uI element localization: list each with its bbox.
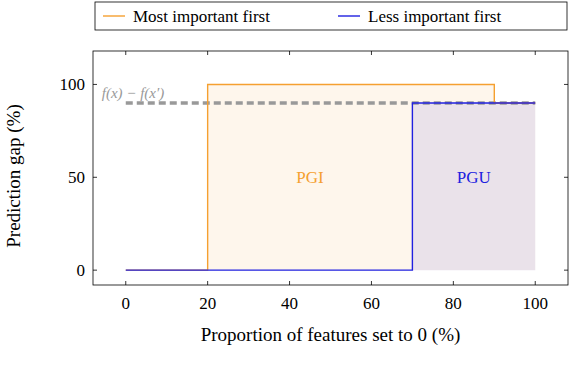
x-tick — [535, 51, 536, 55]
legend: Most important first Less important first — [95, 2, 567, 30]
x-tick — [289, 281, 290, 285]
plot-area — [126, 84, 535, 270]
chart: 0 20 40 60 80 100 0 50 100 Proportion of features… — [0, 0, 578, 384]
y-tick — [564, 84, 568, 85]
y-tick-label: 100 — [60, 75, 86, 94]
y-axis-label: Prediction gap (%) — [3, 104, 25, 248]
legend-label: Most important first — [133, 7, 270, 26]
y-tick-label: 0 — [77, 261, 86, 280]
y-tick — [564, 177, 568, 178]
series-line — [126, 103, 535, 270]
plot-frame — [93, 51, 568, 285]
x-tick-label: 0 — [122, 294, 131, 313]
x-tick — [453, 51, 454, 55]
y-tick — [93, 177, 97, 178]
x-tick — [371, 51, 372, 55]
x-tick-label: 40 — [281, 294, 298, 313]
series-area — [126, 84, 535, 270]
x-tick-label: 60 — [363, 294, 380, 313]
x-tick-label: 100 — [522, 294, 548, 313]
x-tick — [535, 281, 536, 285]
x-tick — [289, 51, 290, 55]
reference-label: f(x) − f(x′) — [102, 85, 165, 102]
series-line — [126, 84, 535, 270]
y-tick-label: 50 — [68, 168, 85, 187]
y-tick — [93, 270, 97, 271]
annotation: PGU — [457, 168, 491, 187]
x-tick-label: 80 — [445, 294, 462, 313]
x-axis-label: Proportion of features set to 0 (%) — [201, 324, 461, 346]
x-tick — [207, 51, 208, 55]
legend-box — [95, 2, 567, 30]
x-tick-label: 20 — [199, 294, 216, 313]
annotation: PGI — [296, 168, 324, 187]
y-tick — [564, 270, 568, 271]
legend-swatch — [103, 15, 125, 16]
x-tick — [125, 51, 126, 55]
x-tick — [125, 281, 126, 285]
series-area — [126, 103, 535, 270]
legend-swatch — [338, 15, 360, 16]
x-tick — [371, 281, 372, 285]
y-tick — [93, 84, 97, 85]
x-tick — [453, 281, 454, 285]
legend-label: Less important first — [368, 7, 501, 26]
x-tick — [207, 281, 208, 285]
